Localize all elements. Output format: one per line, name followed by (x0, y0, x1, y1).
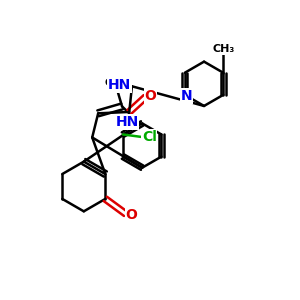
Text: Cl: Cl (142, 130, 157, 144)
Text: N: N (180, 89, 192, 103)
Text: HN: HN (108, 78, 131, 92)
Text: O: O (144, 89, 156, 103)
Text: CH₃: CH₃ (104, 78, 126, 88)
Text: HN: HN (116, 115, 139, 129)
Text: O: O (126, 208, 137, 222)
Text: CH₃: CH₃ (212, 44, 234, 54)
